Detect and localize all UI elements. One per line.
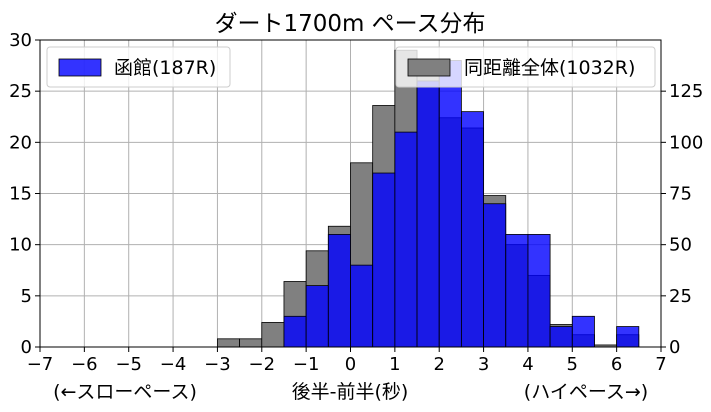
bar-hakodate-3 — [283, 315, 307, 348]
bar-hakodate-14 — [527, 234, 551, 348]
y-right-tick-label-4: 100 — [669, 132, 703, 153]
legend-hakodate-frame — [46, 46, 231, 88]
x-tick-label-1: −6 — [71, 354, 98, 375]
bar-hakodate-15 — [549, 326, 573, 348]
chart-title: ダート1700m ペース分布 — [214, 11, 485, 37]
bar-hakodate-9 — [416, 80, 440, 348]
x-tick-label-0: −7 — [27, 354, 54, 375]
y-right-tick-label-1: 25 — [669, 286, 692, 307]
x-tick-label-5: −2 — [249, 354, 276, 375]
legend-hakodate: 函館(187R) — [46, 46, 231, 88]
legend-overall-frame — [395, 46, 656, 88]
bar-hakodate-5 — [327, 234, 351, 348]
x-tick-label-11: 4 — [522, 354, 533, 375]
legend-overall-label: 同距離全体(1032R) — [464, 57, 635, 79]
y-right-tick-label-3: 75 — [669, 184, 692, 205]
y-right-tick-label-0: 0 — [669, 337, 680, 358]
legend-hakodate-swatch — [58, 58, 102, 77]
y-right-tick-label-5: 125 — [669, 81, 703, 102]
legend-overall-swatch — [407, 58, 451, 77]
bar-overall-2 — [261, 322, 285, 348]
x-tick-label-2: −5 — [115, 354, 142, 375]
bar-overall-1 — [239, 338, 263, 348]
left-y-axis-ticks: 0 5 10 15 20 25 30 — [9, 30, 40, 358]
y-left-tick-label-0: 0 — [21, 337, 32, 358]
x-tick-label-12: 5 — [567, 354, 578, 375]
bar-hakodate-12 — [483, 203, 507, 348]
y-left-tick-label-1: 5 — [21, 286, 32, 307]
x-tick-label-9: 2 — [433, 354, 444, 375]
y-left-tick-label-6: 30 — [9, 30, 32, 51]
x-axis-label-left: (←スローペース) — [53, 381, 197, 403]
right-y-axis-ticks: 0 25 50 75 100 125 — [661, 81, 703, 358]
bar-hakodate-6 — [350, 264, 374, 348]
x-axis-ticks: −7 −6 −5 −4 −3 −2 −1 0 1 2 3 4 5 6 7 — [27, 347, 667, 375]
x-axis-label: 後半-前半(秒) — [292, 381, 409, 403]
bar-hakodate-7 — [372, 172, 396, 348]
x-tick-label-14: 7 — [655, 354, 666, 375]
y-right-tick-label-2: 50 — [669, 235, 692, 256]
legend-hakodate-label: 函館(187R) — [114, 57, 216, 79]
y-left-tick-label-2: 10 — [9, 235, 32, 256]
x-axis-label-right: (ハイペース→) — [524, 381, 648, 403]
y-left-tick-label-5: 25 — [9, 81, 32, 102]
x-tick-label-4: −3 — [204, 354, 231, 375]
x-tick-label-3: −4 — [160, 354, 187, 375]
bar-hakodate-11 — [460, 111, 484, 348]
x-tick-label-13: 6 — [611, 354, 622, 375]
bar-hakodate-18 — [616, 326, 640, 348]
y-left-tick-label-4: 20 — [9, 132, 32, 153]
legend-overall: 同距離全体(1032R) — [395, 46, 656, 88]
bar-overall-0 — [217, 338, 241, 348]
bar-hakodate-10 — [438, 60, 462, 348]
x-tick-label-6: −1 — [293, 354, 320, 375]
x-tick-label-7: 0 — [345, 354, 356, 375]
bar-hakodate-13 — [505, 234, 529, 348]
y-left-tick-label-3: 15 — [9, 184, 32, 205]
x-tick-label-10: 3 — [478, 354, 489, 375]
bar-hakodate-8 — [394, 131, 418, 348]
bar-hakodate-16 — [571, 315, 595, 348]
hakodate-series-bars — [283, 60, 640, 348]
x-tick-label-8: 1 — [389, 354, 400, 375]
bar-hakodate-4 — [305, 285, 329, 348]
